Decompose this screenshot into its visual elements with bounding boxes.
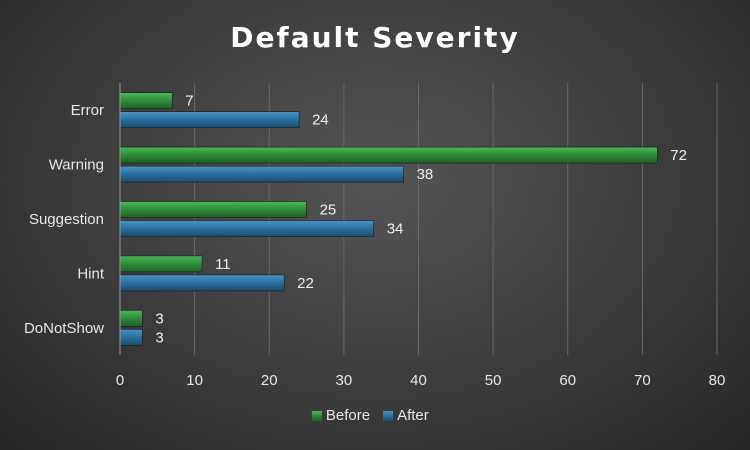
x-tick-label-70: 70: [634, 372, 651, 389]
bars: [119, 92, 658, 346]
bar-donotshow-after: [119, 328, 143, 346]
category-label-donotshow: DoNotShow: [24, 320, 104, 337]
category-label-warning: Warning: [49, 157, 104, 174]
x-tick-label-50: 50: [485, 372, 502, 389]
bar-donotshow-before: [119, 309, 143, 327]
x-tick-label-60: 60: [559, 372, 576, 389]
data-label-suggestion-before: 25: [320, 202, 337, 219]
legend-label-before: Before: [326, 407, 370, 424]
bar-warning-after: [119, 165, 404, 183]
legend-swatch-after: [383, 411, 394, 421]
chart-title: Default Severity: [230, 21, 519, 54]
x-tick-label-10: 10: [186, 372, 203, 389]
data-label-warning-before: 72: [670, 147, 687, 164]
bar-error-after: [119, 111, 300, 128]
data-label-warning-after: 38: [417, 166, 434, 183]
data-label-donotshow-after: 3: [155, 329, 163, 346]
data-label-hint-before: 11: [215, 256, 231, 273]
legend-swatch-before: [311, 411, 322, 421]
data-label-error-before: 7: [185, 93, 193, 110]
gridlines: [194, 83, 718, 355]
legend: Before After: [311, 407, 429, 424]
x-tick-label-40: 40: [410, 372, 427, 389]
bar-error-before: [119, 92, 173, 109]
legend-label-after: After: [397, 407, 429, 424]
x-tick-label-0: 0: [116, 372, 124, 389]
data-label-donotshow-before: 3: [155, 310, 163, 327]
category-label-suggestion: Suggestion: [29, 211, 104, 228]
bar-suggestion-after: [119, 220, 375, 237]
data-label-error-after: 24: [312, 112, 329, 129]
axes: 0 10 20 30 40 50 60 70 80 Error Warning Suggestion H…: [24, 83, 725, 389]
data-label-hint-after: 22: [297, 275, 314, 292]
category-label-hint: Hint: [77, 265, 105, 282]
bar-warning-before: [119, 146, 658, 164]
bar-hint-after: [119, 274, 285, 292]
bar-hint-before: [119, 255, 203, 273]
bar-suggestion-before: [119, 201, 307, 218]
x-tick-label-30: 30: [336, 372, 353, 389]
data-label-suggestion-after: 34: [387, 221, 404, 238]
x-tick-label-80: 80: [709, 372, 726, 389]
category-label-error: Error: [71, 102, 104, 119]
x-tick-label-20: 20: [261, 372, 278, 389]
